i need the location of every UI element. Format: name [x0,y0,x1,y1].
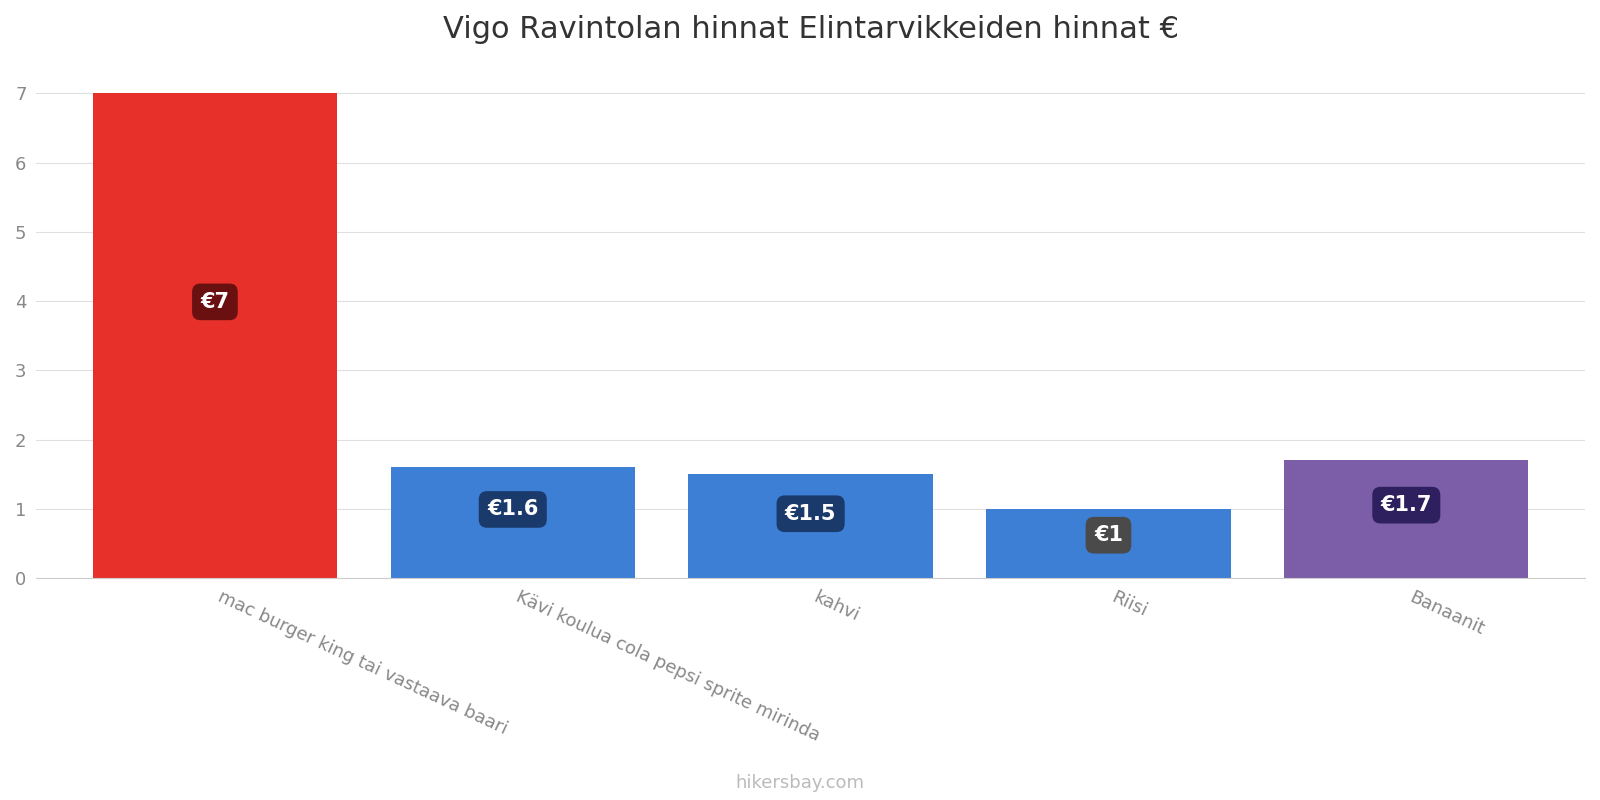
Bar [390,467,635,578]
Text: €1: €1 [1094,526,1123,546]
Text: €1.5: €1.5 [786,504,837,524]
Text: €1.7: €1.7 [1381,495,1432,515]
Bar [986,509,1230,578]
Bar [93,94,338,578]
Bar [688,474,933,578]
Bar [1285,461,1528,578]
Text: €7: €7 [200,292,229,312]
Text: €1.6: €1.6 [486,499,539,519]
Title: Vigo Ravintolan hinnat Elintarvikkeiden hinnat €: Vigo Ravintolan hinnat Elintarvikkeiden … [443,15,1179,44]
Text: hikersbay.com: hikersbay.com [736,774,864,792]
